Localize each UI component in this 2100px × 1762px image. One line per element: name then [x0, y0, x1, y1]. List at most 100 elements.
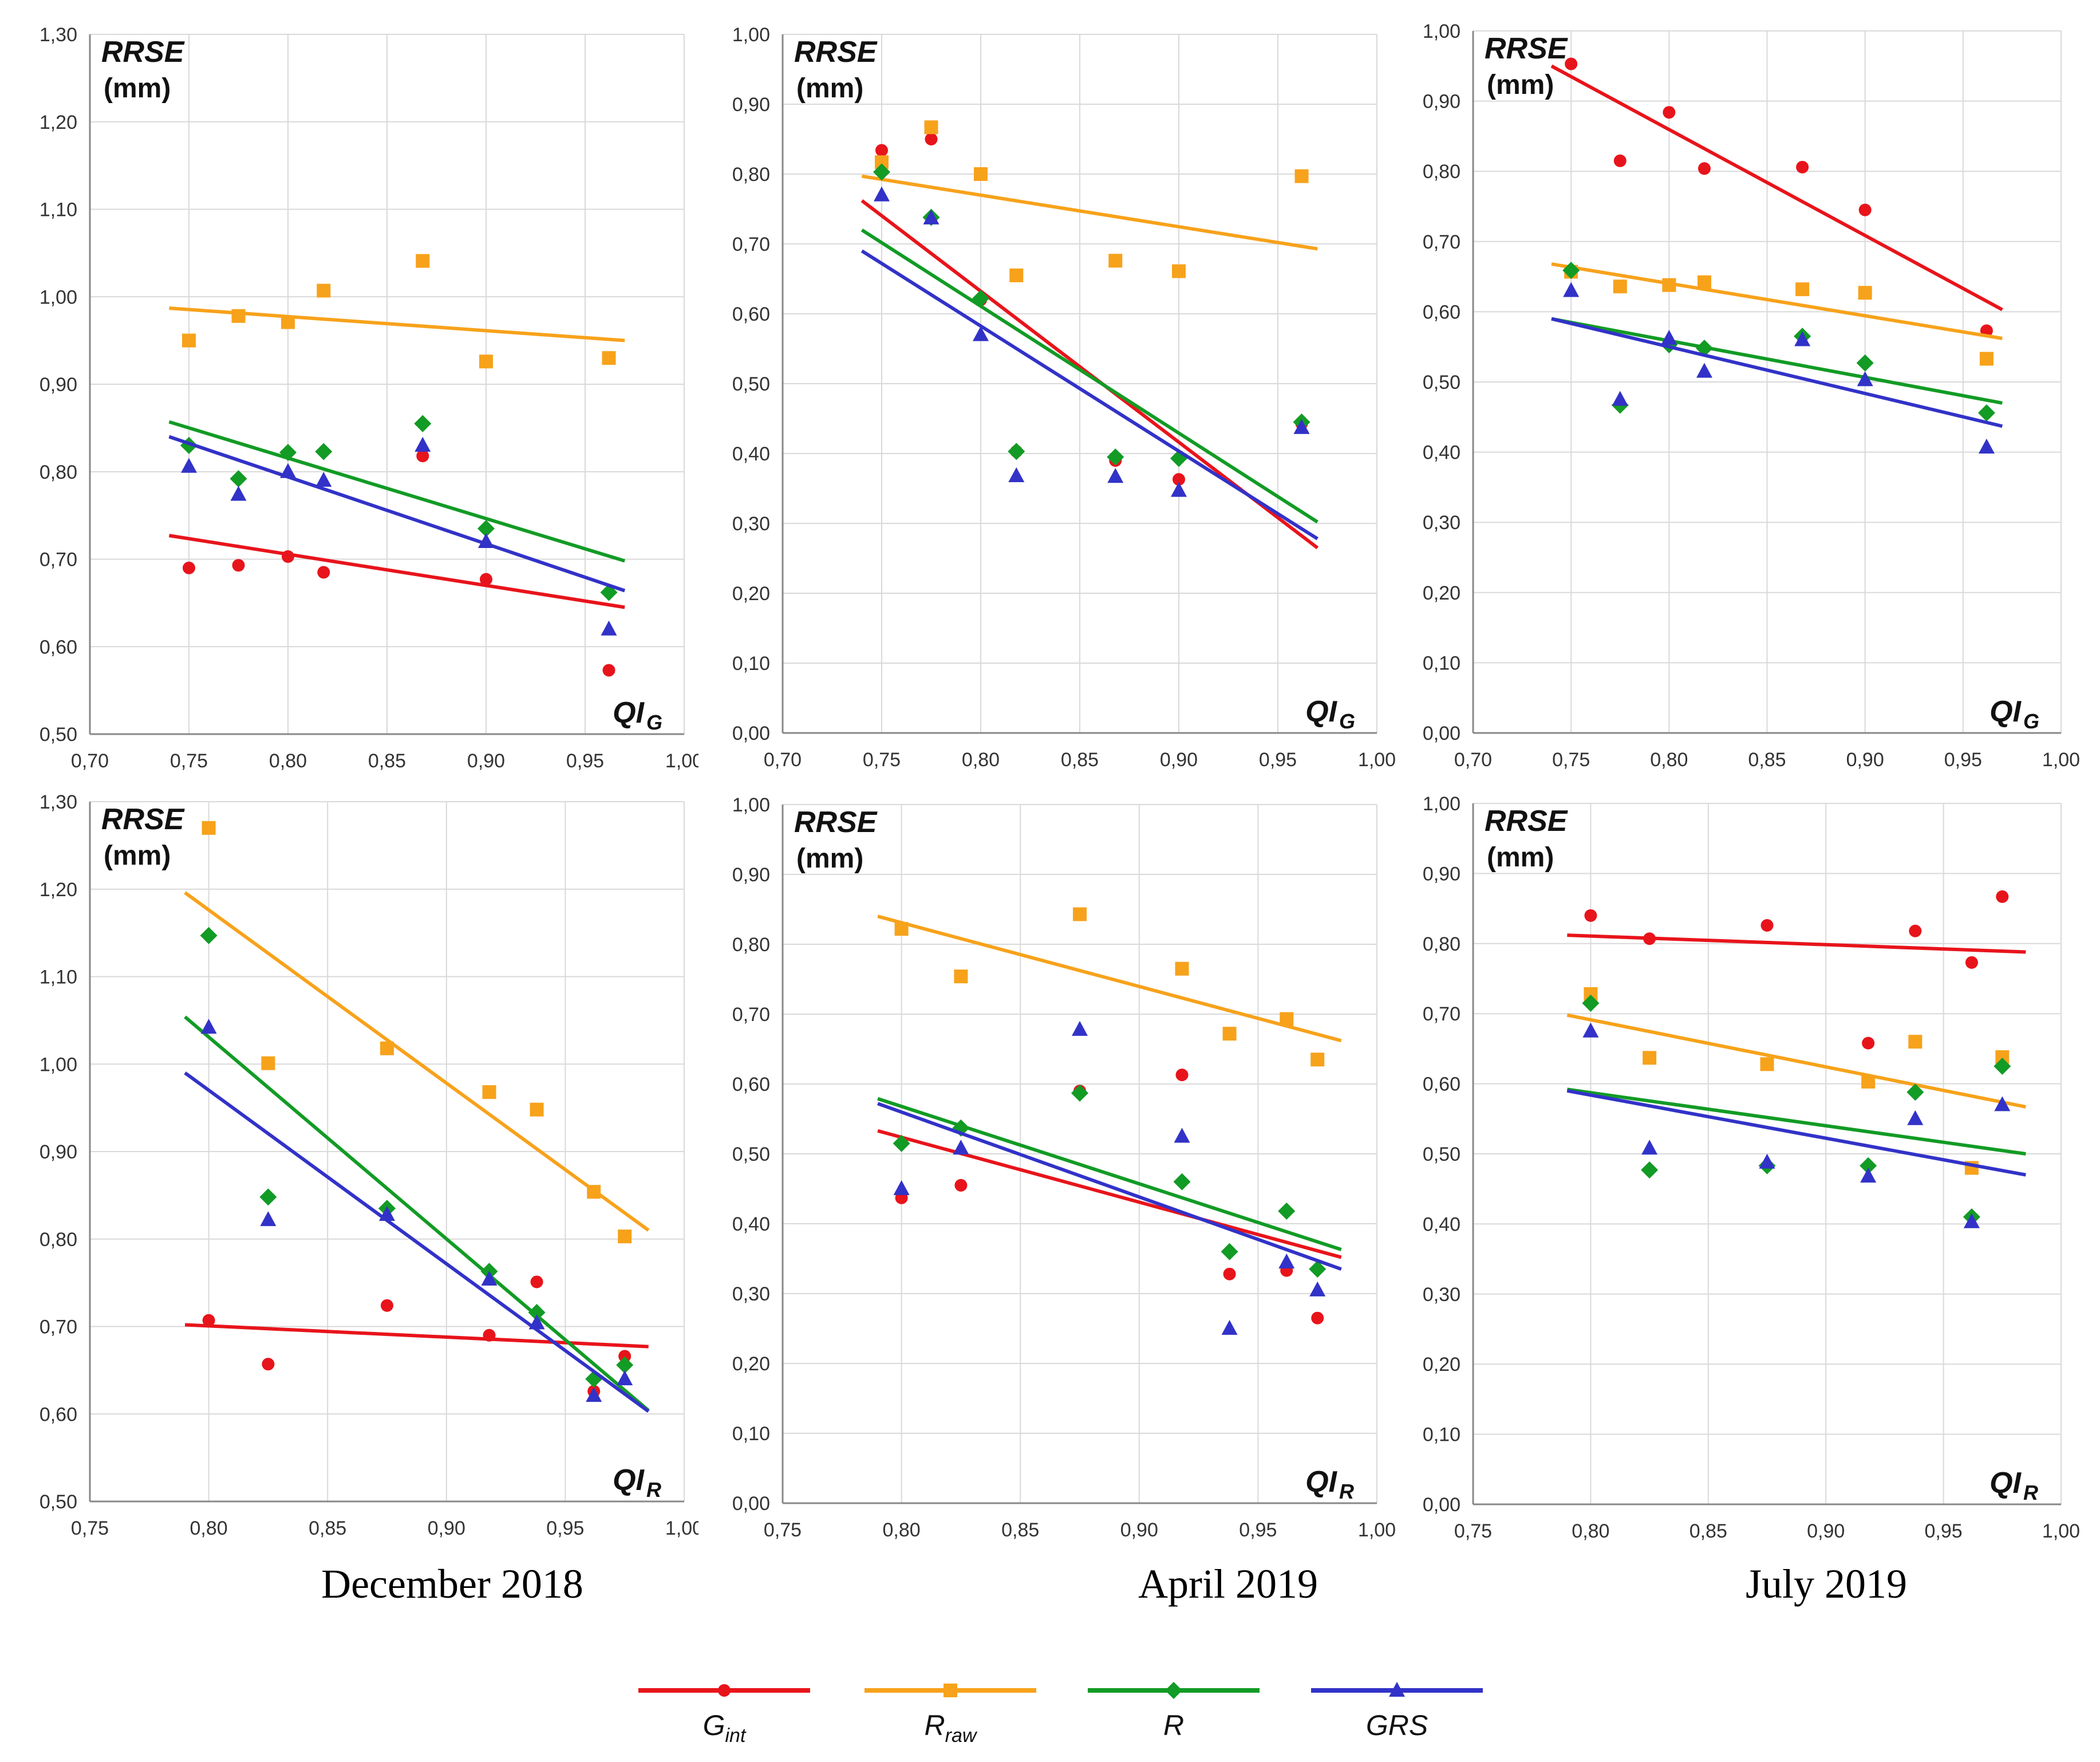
y-tick-label: 1,00	[1423, 793, 1460, 815]
x-axis-title: QI	[1305, 1465, 1337, 1499]
data-point	[1582, 994, 1600, 1012]
x-tick-label: 0,75	[71, 1517, 109, 1539]
data-point	[1309, 1281, 1326, 1296]
y-tick-label: 0,10	[732, 1423, 770, 1445]
y-tick-label: 0,40	[732, 1213, 770, 1235]
data-point	[1978, 439, 1995, 454]
y-tick-label: 0,60	[40, 1404, 77, 1425]
data-point	[616, 1356, 634, 1374]
data-point	[1662, 278, 1676, 292]
y-tick-label: 0,20	[732, 583, 770, 605]
data-point	[480, 573, 492, 586]
y-tick-label: 0,30	[732, 513, 770, 535]
x-tick-label: 0,80	[1650, 749, 1688, 771]
x-axis-title-subscript: G	[2023, 709, 2039, 733]
trend-line	[1566, 1013, 2026, 1109]
data-point	[1860, 1168, 1877, 1183]
data-point	[1794, 331, 1811, 346]
data-point	[1661, 329, 1677, 345]
x-tick-label: 0,90	[1160, 749, 1198, 771]
data-point	[893, 1180, 910, 1195]
data-point	[618, 1229, 632, 1244]
data-point	[230, 486, 247, 501]
x-tick-label: 0,75	[1552, 749, 1590, 771]
x-tick-label: 0,80	[962, 749, 1000, 771]
x-tick-label: 0,90	[428, 1517, 465, 1539]
data-point	[1008, 443, 1025, 460]
legend: Gint Rraw R GRS	[638, 1682, 1483, 1747]
data-point	[1172, 264, 1186, 278]
y-tick-label: 0,70	[40, 549, 77, 571]
data-point	[479, 354, 493, 369]
data-point	[1293, 419, 1310, 434]
data-point	[1860, 1157, 1877, 1174]
data-point	[1174, 1128, 1190, 1143]
legend-label: Rraw	[925, 1709, 978, 1747]
series-r	[184, 927, 650, 1412]
data-point	[380, 1041, 394, 1055]
trend-line	[1551, 262, 2003, 340]
series-rraw	[861, 120, 1318, 282]
data-point	[202, 1314, 215, 1327]
data-point	[530, 1102, 544, 1117]
y-tick-label: 0,70	[1423, 1003, 1460, 1025]
y-tick-label: 1,00	[732, 24, 770, 46]
data-point	[1222, 1027, 1237, 1041]
x-tick-label: 0,85	[1690, 1520, 1727, 1542]
data-point	[261, 1056, 275, 1070]
data-point	[181, 458, 197, 473]
y-tick-label: 0,30	[732, 1283, 770, 1305]
data-point	[1857, 371, 1873, 387]
data-point	[1278, 1203, 1296, 1220]
data-point	[1173, 473, 1185, 486]
data-point	[200, 1019, 217, 1034]
legend-item-gint: Gint	[638, 1684, 810, 1747]
y-axis-title: RRSE	[101, 803, 185, 836]
trend-line	[877, 1102, 1342, 1271]
x-tick-label: 0,75	[863, 749, 901, 771]
y-axis-title: RRSE	[794, 806, 878, 839]
legend-marker	[944, 1684, 957, 1697]
data-point	[282, 550, 294, 563]
y-axis-unit: (mm)	[104, 73, 171, 104]
data-point	[953, 1140, 969, 1155]
data-point	[1562, 262, 1580, 279]
data-point	[528, 1314, 545, 1330]
data-point	[1073, 907, 1087, 921]
y-tick-label: 0,40	[1423, 1213, 1460, 1235]
x-axis-title-subscript: R	[646, 1478, 661, 1501]
x-tick-label: 0,80	[883, 1519, 921, 1541]
x-tick-label: 0,90	[1807, 1520, 1845, 1542]
y-tick-label: 0,50	[40, 1491, 77, 1513]
data-point	[972, 290, 989, 308]
data-point	[1613, 279, 1627, 294]
data-point	[280, 463, 296, 478]
data-point	[1760, 919, 1774, 932]
data-point	[202, 821, 216, 835]
data-point	[1965, 956, 1978, 969]
y-tick-label: 0,80	[732, 164, 770, 186]
y-tick-label: 0,50	[732, 1144, 770, 1165]
x-tick-label: 0,85	[1001, 1519, 1039, 1541]
data-point	[1582, 1022, 1599, 1038]
data-point	[528, 1304, 546, 1322]
data-point	[601, 620, 617, 636]
y-tick-label: 0,40	[1423, 442, 1460, 464]
y-tick-label: 0,60	[732, 1074, 770, 1095]
y-axis-title: RRSE	[101, 36, 185, 69]
data-point	[1858, 286, 1872, 300]
legend-marker	[1165, 1682, 1182, 1699]
y-tick-label: 0,70	[732, 1004, 770, 1026]
y-tick-label: 0,90	[40, 374, 77, 396]
data-point	[478, 533, 494, 548]
data-point	[873, 163, 890, 181]
data-point	[1108, 254, 1123, 268]
data-point	[231, 309, 246, 323]
series-r	[168, 415, 626, 601]
trend-line	[184, 1071, 650, 1413]
trend-line	[861, 174, 1318, 251]
data-point	[415, 436, 431, 452]
x-tick-label: 0,95	[566, 750, 604, 772]
data-point	[1223, 1267, 1236, 1280]
series-rraw	[1566, 987, 2026, 1175]
